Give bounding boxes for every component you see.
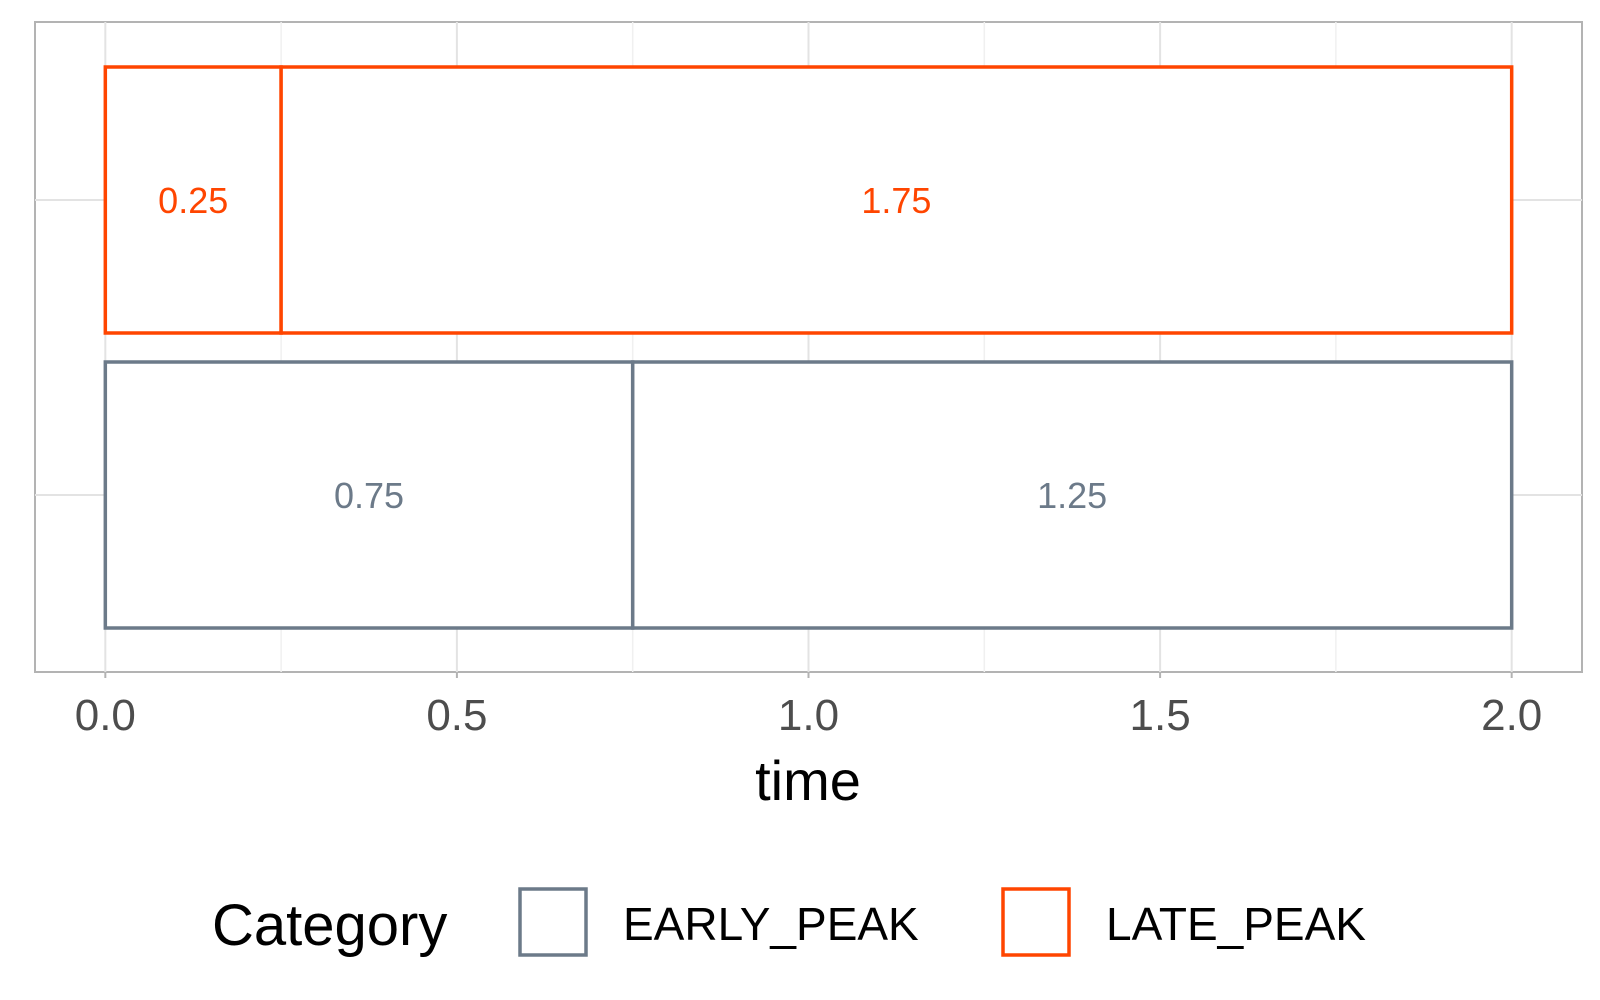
legend-key-late-peak [1001,887,1071,957]
legend: Category EARLY_PEAK LATE_PEAK [212,887,1366,958]
x-tick-label: 1.0 [778,691,839,740]
x-tick-label: 0.5 [426,691,487,740]
segment-label-late-peak-1: 1.75 [861,180,931,221]
bars [103,65,1514,630]
legend-label-late-peak: LATE_PEAK [1106,898,1366,950]
legend-key-early-peak [518,887,588,957]
x-tick-label: 1.5 [1130,691,1191,740]
bar-segment-early-peak-0 [103,360,635,630]
legend-label-early-peak: EARLY_PEAK [623,898,919,950]
x-axis-title: time [755,749,861,812]
segment-label-late-peak-0: 0.25 [158,180,228,221]
x-tick-label: 0.0 [75,691,136,740]
bar-segment-late-peak-1 [279,65,1514,335]
x-tick-label: 2.0 [1481,691,1542,740]
bar-segment-late-peak-0 [103,65,283,335]
segment-label-early-peak-0: 0.75 [334,475,404,516]
x-axis-ticks: 0.0 0.5 1.0 1.5 2.0 [75,672,1542,740]
segment-label-early-peak-1: 1.25 [1037,475,1107,516]
segment-labels: 0.25 1.75 0.75 1.25 [158,180,1107,516]
bar-segment-early-peak-1 [630,360,1514,630]
legend-title: Category [212,893,447,958]
